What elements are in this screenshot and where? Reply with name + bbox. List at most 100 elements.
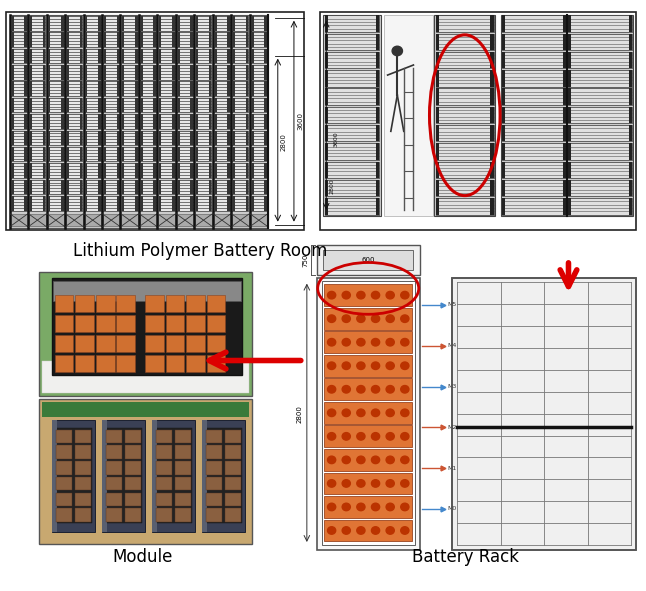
Bar <box>135 180 138 194</box>
Bar <box>30 196 45 210</box>
Bar <box>384 15 433 216</box>
Bar <box>85 48 87 63</box>
Bar <box>103 65 119 80</box>
Bar <box>191 131 193 145</box>
Bar <box>140 33 156 47</box>
Circle shape <box>357 503 365 511</box>
Bar <box>42 402 249 417</box>
Circle shape <box>386 409 394 417</box>
Bar <box>225 477 241 491</box>
Bar <box>98 48 101 63</box>
Bar <box>251 180 267 194</box>
Bar <box>121 98 124 112</box>
Bar <box>96 335 114 352</box>
Bar <box>48 147 64 161</box>
Bar <box>214 131 230 145</box>
Bar <box>85 48 101 63</box>
Bar <box>233 65 248 80</box>
Bar <box>155 428 193 523</box>
Bar <box>207 315 225 332</box>
Bar <box>502 15 505 32</box>
Bar <box>568 34 632 50</box>
Bar <box>436 34 494 50</box>
Bar <box>568 52 632 69</box>
Bar <box>264 163 267 178</box>
Bar <box>324 332 412 353</box>
Bar <box>159 163 174 178</box>
Bar <box>202 420 207 532</box>
Bar <box>227 98 230 112</box>
Bar <box>67 98 69 112</box>
Bar <box>196 65 211 80</box>
Text: 3600: 3600 <box>334 131 339 147</box>
Bar <box>376 34 379 50</box>
Bar <box>30 147 32 161</box>
Bar <box>214 33 230 47</box>
Bar <box>214 65 230 80</box>
Circle shape <box>371 385 380 393</box>
Bar <box>67 16 69 31</box>
Bar <box>629 15 632 32</box>
Bar <box>376 180 379 196</box>
Bar <box>233 65 235 80</box>
Bar <box>67 114 69 129</box>
Bar <box>140 82 143 96</box>
Bar <box>251 48 253 63</box>
Circle shape <box>328 503 336 511</box>
Bar <box>317 245 420 275</box>
Bar <box>145 295 164 313</box>
Bar <box>116 131 119 145</box>
Bar <box>233 114 235 129</box>
Circle shape <box>328 480 336 487</box>
Bar <box>43 180 45 194</box>
Bar <box>116 163 119 178</box>
Bar <box>11 163 27 178</box>
Bar <box>30 131 45 145</box>
Text: 600: 600 <box>362 257 375 263</box>
Bar <box>67 147 82 161</box>
Bar <box>177 163 180 178</box>
Circle shape <box>386 503 394 511</box>
Bar <box>48 65 50 80</box>
Bar <box>325 15 328 32</box>
Bar <box>502 161 566 178</box>
Bar <box>214 180 216 194</box>
Bar <box>629 89 632 105</box>
Circle shape <box>371 527 380 534</box>
Bar <box>107 493 122 506</box>
Bar <box>98 147 101 161</box>
Bar <box>98 180 101 194</box>
Bar <box>227 65 230 80</box>
Bar <box>159 196 162 210</box>
Bar <box>43 147 45 161</box>
Bar <box>85 180 101 194</box>
Bar <box>135 163 138 178</box>
Bar <box>154 82 156 96</box>
Circle shape <box>328 456 336 463</box>
Bar <box>67 33 69 47</box>
Bar <box>502 107 566 123</box>
Bar <box>43 131 45 145</box>
Bar <box>79 131 82 145</box>
Bar <box>140 147 156 161</box>
Text: 2800: 2800 <box>329 179 335 194</box>
Bar <box>214 48 230 63</box>
Bar <box>154 163 156 178</box>
Circle shape <box>386 315 394 323</box>
Bar <box>79 65 82 80</box>
Bar <box>195 214 212 226</box>
Bar <box>376 125 379 141</box>
Bar <box>502 161 505 178</box>
Bar <box>177 82 193 96</box>
Bar <box>207 477 222 491</box>
Bar <box>116 315 135 332</box>
Bar <box>490 125 494 141</box>
Bar <box>75 430 91 443</box>
Bar <box>11 98 14 112</box>
Bar <box>121 163 138 178</box>
Bar <box>116 180 119 194</box>
Bar <box>154 196 156 210</box>
Bar <box>85 82 101 96</box>
Bar <box>186 315 205 332</box>
Bar <box>563 125 565 141</box>
